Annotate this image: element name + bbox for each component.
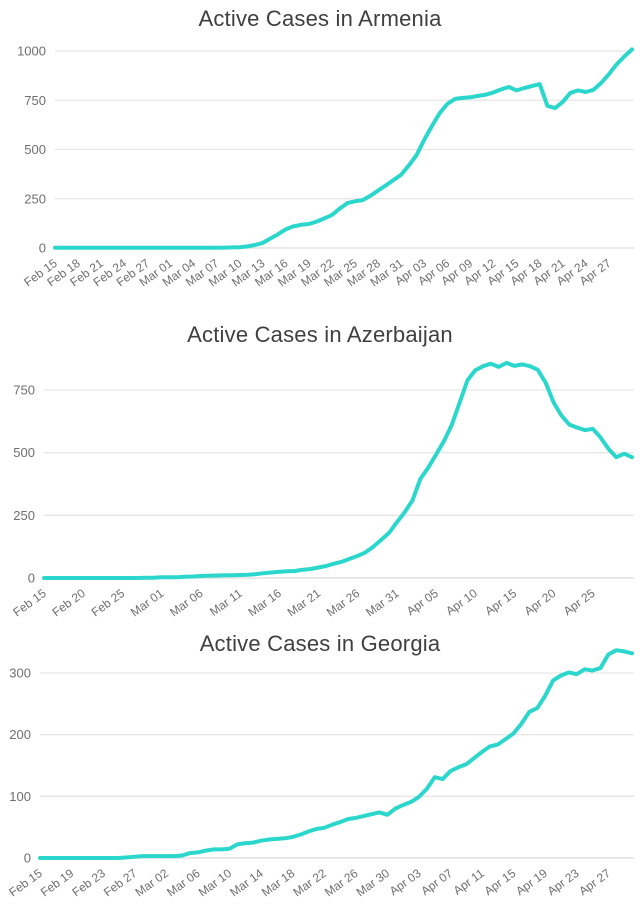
x-axis-tick-label: Mar 18 [259, 866, 298, 899]
chart-title-armenia: Active Cases in Armenia [198, 6, 442, 31]
x-axis-tick-label: Apr 10 [443, 586, 480, 618]
x-axis-tick-label: Mar 14 [227, 866, 266, 899]
active-cases-line [53, 47, 634, 250]
x-axis-tick-label: Apr 27 [576, 866, 613, 898]
y-axis-tick-label: 0 [28, 571, 35, 586]
x-axis-tick-label: Apr 20 [522, 586, 559, 618]
chart-title-georgia: Active Cases in Georgia [199, 631, 441, 656]
y-axis-tick-label: 100 [9, 789, 31, 804]
x-axis-tick-label: Mar 16 [246, 586, 285, 619]
y-axis-tick-label: 250 [13, 508, 35, 523]
y-axis-tick-label: 750 [24, 93, 46, 108]
y-axis-tick-label: 0 [39, 241, 46, 256]
x-axis-tick-label: Mar 06 [167, 586, 206, 619]
x-axis-tick-label: Apr 25 [561, 586, 598, 618]
x-axis-tick-label: Feb 15 [6, 866, 45, 899]
y-axis-tick-label: 750 [13, 382, 35, 397]
x-axis-tick-label: Feb 23 [69, 866, 108, 899]
x-axis-tick-label: Apr 23 [545, 866, 582, 898]
x-axis-tick-label: Mar 02 [133, 866, 172, 899]
x-axis-tick-label: Mar 22 [290, 866, 329, 899]
x-axis-tick-label: Feb 20 [50, 586, 89, 619]
y-axis-tick-label: 250 [24, 191, 46, 206]
x-axis-tick-label: Mar 21 [285, 586, 324, 619]
x-axis-tick-label: Feb 19 [38, 866, 77, 899]
x-axis-tick-label: Mar 10 [196, 866, 235, 899]
x-axis-tick-label: Mar 31 [363, 586, 402, 619]
plot-area[interactable] [44, 360, 632, 578]
active-cases-line [42, 360, 634, 580]
x-axis-tick-label: Mar 26 [324, 586, 363, 619]
x-axis-tick-label: Mar 30 [354, 866, 393, 899]
y-axis-tick-label: 1000 [17, 44, 46, 59]
x-axis-tick-label: Apr 07 [418, 866, 455, 898]
x-axis-tick-label: Feb 15 [10, 586, 49, 619]
plot-area[interactable] [55, 45, 632, 248]
azerbaijan-line-chart: 0 250 500 750 Feb 15 Feb 20 Feb 25 Mar 01 Mar 06… [10, 360, 634, 619]
x-axis-tick-label: Apr 11 [451, 866, 487, 898]
plot-area[interactable] [40, 648, 632, 858]
y-axis-tick-label: 200 [9, 727, 31, 742]
x-axis-tick-label: Mar 01 [128, 586, 167, 619]
y-axis-tick-label: 500 [24, 142, 46, 157]
x-axis-tick-label: Apr 05 [404, 586, 441, 618]
x-axis-tick-label: Apr 03 [387, 866, 424, 898]
x-axis-tick-label: Mar 06 [164, 866, 203, 899]
y-axis-tick-label: 500 [13, 445, 35, 460]
active-cases-line [38, 648, 634, 860]
y-axis-tick-label: 0 [24, 851, 31, 866]
chart-title-azerbaijan: Active Cases in Azerbaijan [187, 322, 453, 347]
x-axis-tick-label: Apr 15 [482, 586, 519, 618]
x-axis-tick-label: Feb 25 [89, 586, 128, 619]
x-axis-tick-label: Apr 19 [513, 866, 550, 898]
x-axis-tick-label: Feb 27 [101, 866, 140, 899]
y-axis-tick-label: 300 [9, 665, 31, 680]
x-axis-tick-label: Apr 15 [482, 866, 519, 898]
x-axis-tick-label: Mar 26 [322, 866, 361, 899]
x-axis-tick-label: Mar 11 [207, 586, 245, 619]
